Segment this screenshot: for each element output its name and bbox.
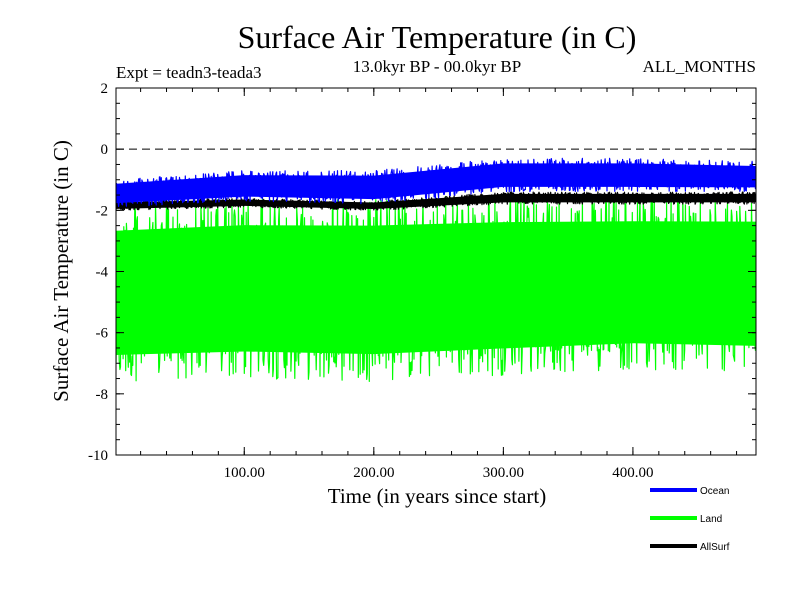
- y-tick-label: -6: [96, 326, 109, 342]
- y-tick-label: -2: [96, 203, 109, 219]
- series-land-band: [116, 221, 756, 355]
- series-layer: [116, 157, 756, 382]
- series-ocean-band: [116, 163, 756, 204]
- legend-label-land: Land: [700, 514, 722, 525]
- series-allsurf-band: [116, 193, 756, 209]
- chart-title: Surface Air Temperature (in C): [238, 19, 637, 55]
- months-label: ALL_MONTHS: [643, 57, 756, 76]
- x-tick-label: 300.00: [483, 465, 524, 481]
- y-tick-label: -8: [96, 387, 109, 403]
- y-tick-label: 0: [101, 142, 109, 158]
- y-tick-label: -4: [96, 265, 109, 281]
- legend-label-allsurf: AllSurf: [700, 542, 730, 553]
- y-tick-label: -10: [88, 448, 108, 464]
- experiment-label: Expt = teadn3-teada3: [116, 63, 262, 82]
- legend: Ocean Land AllSurf: [650, 486, 730, 553]
- y-tick-label: 2: [101, 81, 109, 97]
- x-axis-label: Time (in years since start): [328, 484, 547, 508]
- chart-subtitle: 13.0kyr BP - 00.0kyr BP: [353, 57, 521, 76]
- plot-frame: [115, 87, 757, 456]
- legend-label-ocean: Ocean: [700, 486, 729, 497]
- x-tick-label: 400.00: [612, 465, 653, 481]
- y-axis-label: Surface Air Temperature (in C): [49, 140, 73, 402]
- x-tick-label: 100.00: [224, 465, 265, 481]
- x-tick-label: 200.00: [353, 465, 394, 481]
